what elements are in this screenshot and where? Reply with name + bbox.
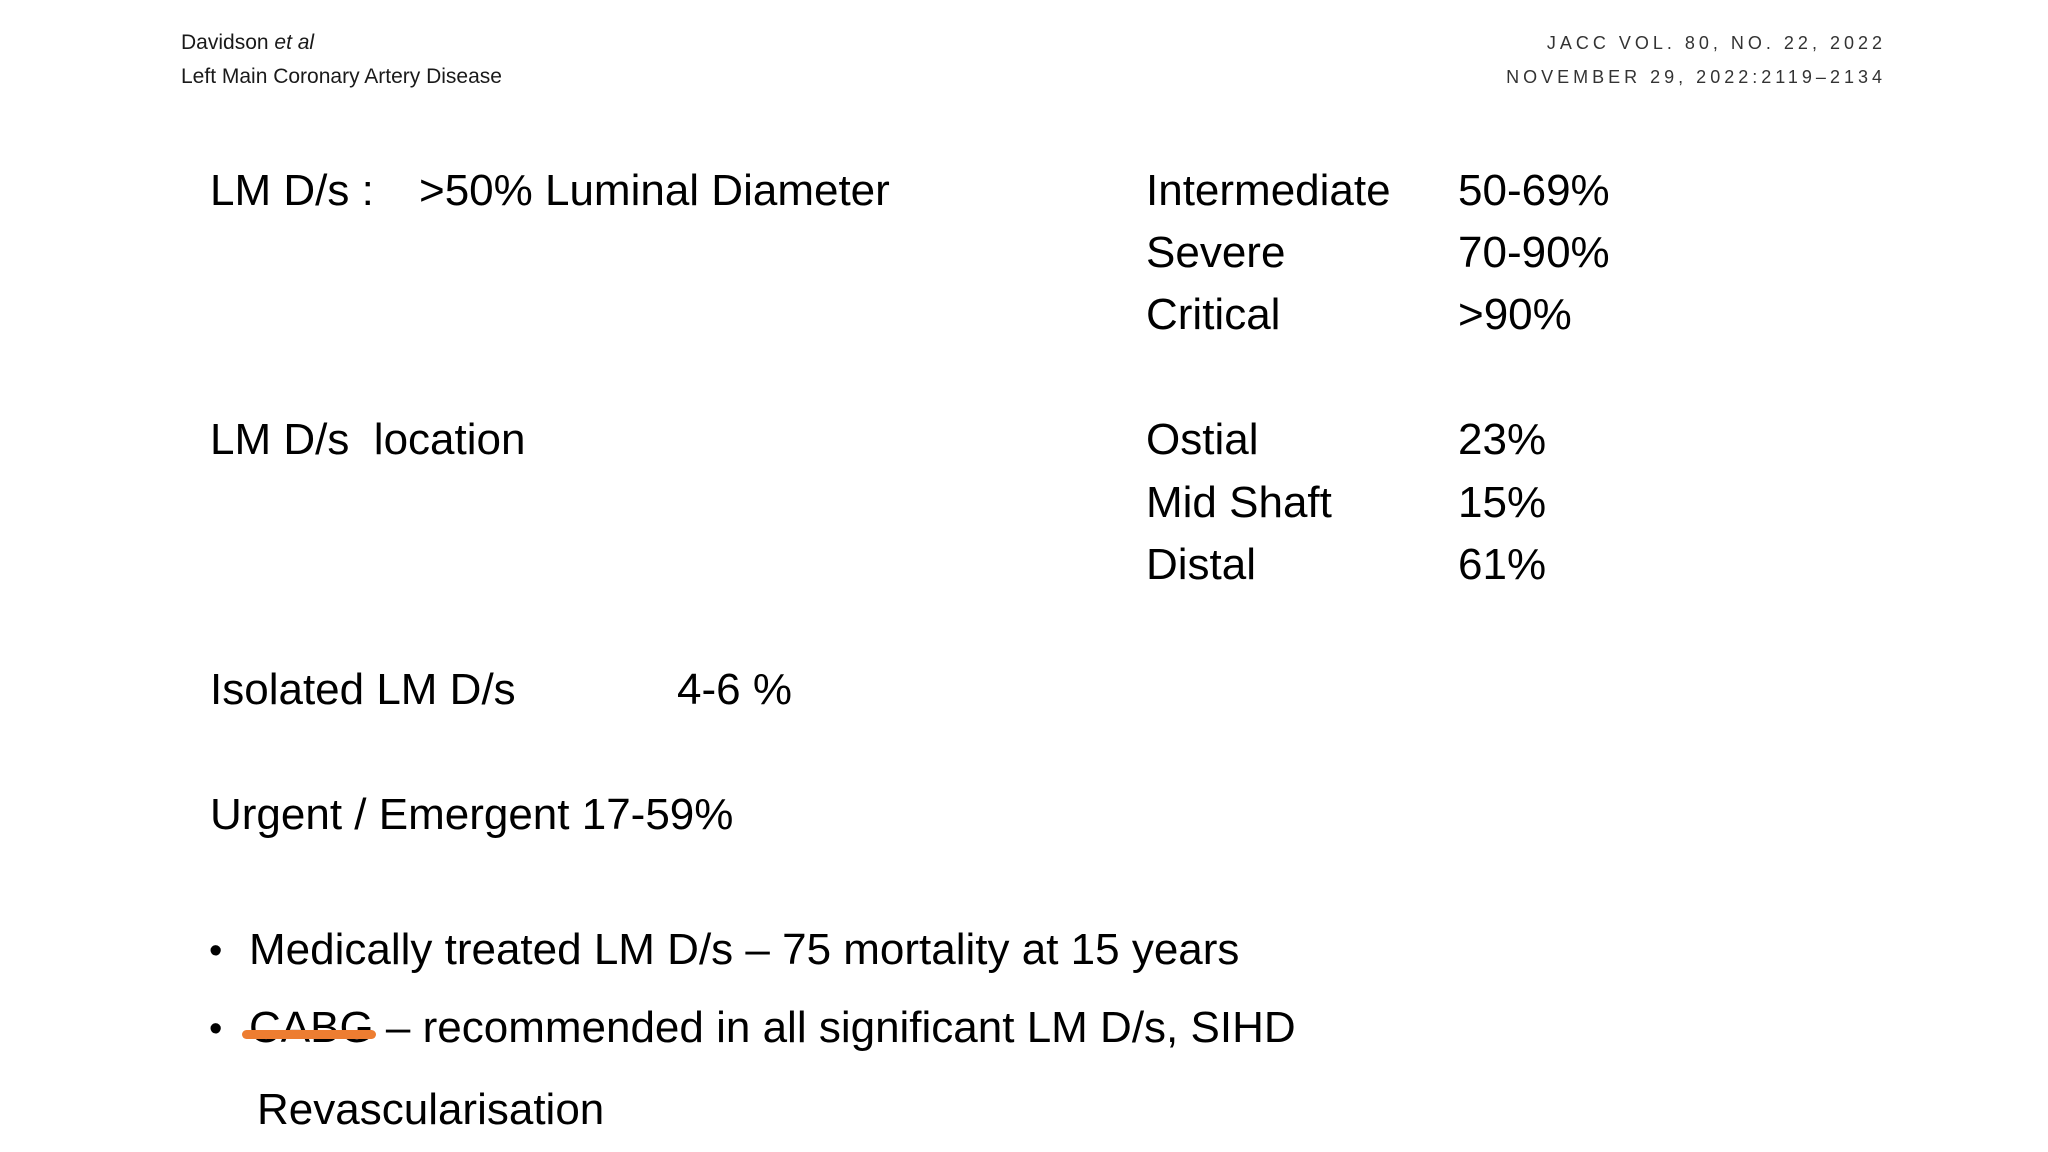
location-midshaft-value: 15% bbox=[1458, 478, 1547, 527]
location-label: LM D/s location bbox=[210, 415, 526, 464]
bullet-cabg: CABG – recommended in all significant LM… bbox=[242, 1003, 1296, 1052]
definition-label: LM D/s : bbox=[210, 166, 374, 215]
severity-severe-range: 70-90% bbox=[1458, 228, 1610, 277]
severity-intermediate-range: 50-69% bbox=[1458, 166, 1610, 215]
location-ostial-name: Ostial bbox=[1146, 415, 1259, 464]
cabg-recommendation: – recommended in all significant LM D/s,… bbox=[373, 1003, 1296, 1052]
isolated-label: Isolated LM D/s bbox=[210, 665, 516, 714]
topic-line: Left Main Coronary Artery Disease bbox=[181, 65, 502, 88]
author-line: Davidson et al bbox=[181, 26, 502, 60]
location-ostial-value: 23% bbox=[1458, 415, 1547, 464]
severity-critical-range: >90% bbox=[1458, 290, 1572, 339]
author-name: Davidson bbox=[181, 31, 269, 54]
struck-cabg: CABG bbox=[242, 1003, 376, 1052]
bullet-cabg-continuation: Revascularisation bbox=[257, 1085, 605, 1134]
urgent-line: Urgent / Emergent 17-59% bbox=[210, 790, 734, 839]
isolated-value: 4-6 % bbox=[677, 665, 792, 714]
journal-date-pages: NOVEMBER 29, 2022:2119–2134 bbox=[1506, 67, 1886, 87]
struck-cabg-text: CABG bbox=[249, 1003, 374, 1052]
severity-intermediate-name: Intermediate bbox=[1146, 166, 1391, 215]
location-midshaft-name: Mid Shaft bbox=[1146, 478, 1332, 527]
bullet-dot: • bbox=[209, 1008, 223, 1050]
strikethrough-mark bbox=[242, 1030, 376, 1039]
bullet-medical-treatment: Medically treated LM D/s – 75 mortality … bbox=[249, 925, 1240, 974]
definition-value: >50% Luminal Diameter bbox=[419, 166, 890, 215]
author-suffix: et al bbox=[274, 31, 315, 54]
location-distal-value: 61% bbox=[1458, 540, 1547, 589]
running-header-left: Davidson et al Left Main Coronary Artery… bbox=[181, 26, 502, 94]
running-header-right: JACC VOL. 80, NO. 22, 2022 NOVEMBER 29, … bbox=[1506, 26, 1886, 94]
severity-critical-name: Critical bbox=[1146, 290, 1281, 339]
journal-volume: JACC VOL. 80, NO. 22, 2022 bbox=[1546, 33, 1886, 53]
location-distal-name: Distal bbox=[1146, 540, 1257, 589]
severity-severe-name: Severe bbox=[1146, 228, 1286, 277]
bullet-dot: • bbox=[209, 930, 223, 972]
